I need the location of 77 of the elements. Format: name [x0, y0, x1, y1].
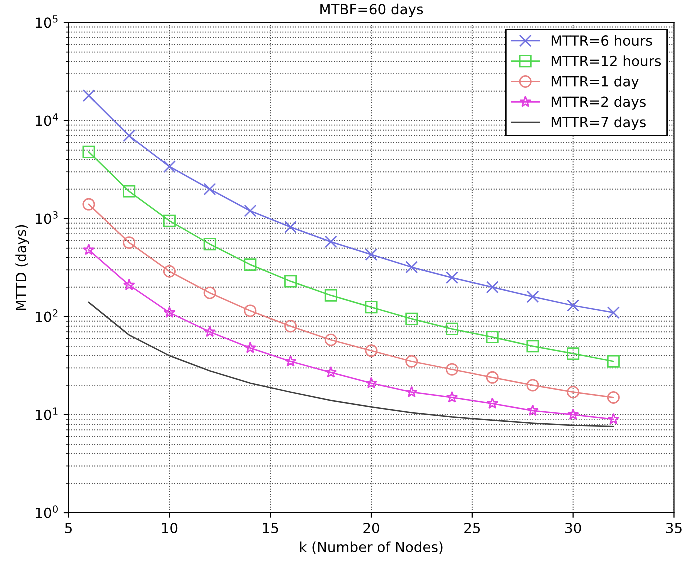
point [244, 204, 257, 218]
point [163, 214, 176, 228]
point [324, 289, 338, 302]
point [365, 301, 378, 314]
point [406, 386, 418, 398]
x-tick-label: 10 [162, 522, 178, 534]
legend-label: MTTR=2 days [552, 96, 646, 110]
point [567, 300, 580, 312]
y-tick-label: 10$^{2}$ [36, 310, 58, 322]
x-tick-label: 35 [666, 522, 682, 534]
x-tick-label: 15 [263, 523, 278, 534]
y-tick-label: 10$^{4}$ [36, 114, 58, 126]
point [204, 183, 216, 196]
point [244, 304, 257, 318]
point [608, 413, 620, 425]
point [406, 355, 418, 368]
x-axis-title: k (Number of Nodes) [300, 542, 443, 554]
point [607, 391, 620, 404]
legend-label: MTTR=12 hours [552, 56, 662, 66]
point [204, 286, 216, 300]
x-tick-label: 20 [364, 522, 380, 534]
legend-label: MTTR=7 days [552, 116, 646, 130]
point [607, 306, 620, 320]
point [163, 265, 176, 278]
point [204, 238, 216, 251]
point [204, 326, 216, 338]
chart-title: MTBF=60 days [320, 4, 424, 18]
y-axis-title: MTTD (days) [16, 225, 30, 310]
point [567, 348, 580, 360]
legend-label: MTTR=6 hours [552, 35, 652, 46]
point [486, 331, 499, 344]
x-tick-label: 25 [464, 522, 480, 534]
point [82, 198, 96, 211]
point [324, 236, 338, 248]
y-tick-label: 10$^{3}$ [36, 212, 58, 224]
point [82, 146, 96, 158]
point [284, 275, 298, 288]
point [284, 320, 298, 333]
point [325, 366, 338, 378]
point [284, 221, 298, 234]
point [244, 342, 256, 354]
point [446, 391, 458, 403]
point [446, 363, 458, 376]
point [244, 258, 257, 272]
point [324, 334, 338, 346]
point [365, 344, 378, 358]
point [567, 408, 580, 420]
point [123, 130, 136, 142]
point [446, 322, 458, 336]
point [365, 248, 378, 262]
point [526, 340, 540, 353]
y-tick-label: 10$^{5}$ [36, 16, 58, 28]
point [526, 379, 540, 392]
point [406, 261, 418, 274]
point [446, 272, 458, 284]
point [82, 90, 96, 102]
point [486, 371, 499, 384]
point [123, 185, 136, 198]
point [123, 279, 136, 291]
y-tick-label: 10$^{1}$ [36, 408, 58, 420]
point [163, 160, 176, 174]
point [366, 377, 378, 389]
point [607, 355, 620, 368]
x-tick-label: 30 [566, 522, 582, 534]
point [83, 244, 95, 256]
point [526, 290, 540, 304]
x-tick-label: 5 [65, 523, 72, 534]
point [526, 404, 539, 416]
point [567, 386, 580, 399]
point [284, 355, 297, 367]
point [406, 312, 418, 326]
y-tick-label: 10$^{0}$ [36, 506, 58, 518]
point [486, 398, 499, 409]
point [123, 236, 136, 250]
legend-label: MTTR=1 day [552, 76, 639, 90]
point [486, 281, 499, 294]
point [164, 306, 176, 318]
